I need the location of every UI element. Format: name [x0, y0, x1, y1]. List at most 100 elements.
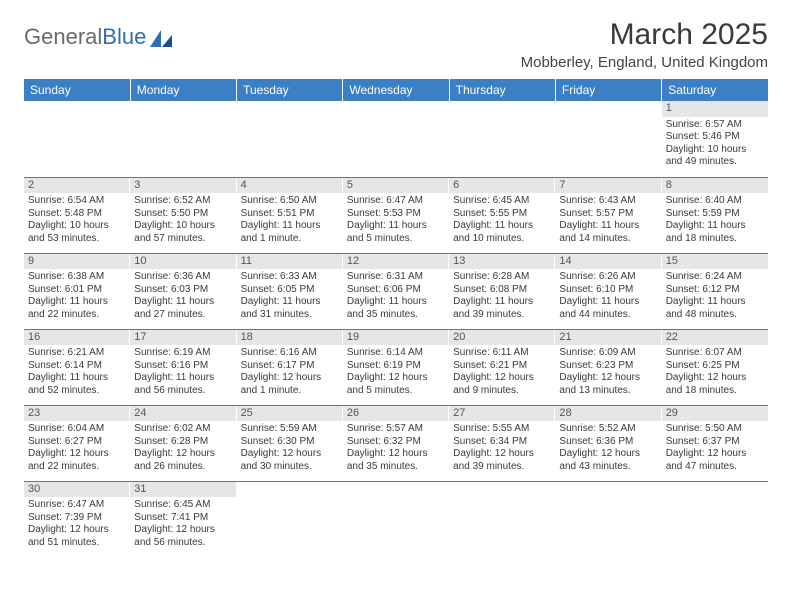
day-details — [237, 497, 343, 503]
weekday-header: Monday — [130, 79, 236, 101]
day-details: Sunrise: 6:57 AMSunset: 5:46 PMDaylight:… — [662, 117, 768, 173]
day-detail-line: Daylight: 11 hours — [559, 220, 657, 233]
day-details: Sunrise: 6:47 AMSunset: 7:39 PMDaylight:… — [24, 497, 130, 553]
day-details: Sunrise: 6:04 AMSunset: 6:27 PMDaylight:… — [24, 421, 130, 477]
day-detail-line: Sunset: 5:59 PM — [666, 208, 764, 221]
day-detail-line: Sunset: 6:14 PM — [28, 360, 126, 373]
day-number: 5 — [343, 178, 449, 194]
day-number: 20 — [449, 330, 555, 346]
calendar-week-row: 2Sunrise: 6:54 AMSunset: 5:48 PMDaylight… — [24, 177, 768, 253]
day-detail-line: Sunset: 6:10 PM — [559, 284, 657, 297]
calendar-day-cell — [449, 481, 555, 557]
day-details — [449, 497, 555, 503]
day-detail-line: Sunset: 6:23 PM — [559, 360, 657, 373]
day-detail-line: Sunset: 6:01 PM — [28, 284, 126, 297]
day-detail-line: and 22 minutes. — [28, 461, 126, 474]
day-number: 24 — [130, 406, 236, 422]
day-details: Sunrise: 6:47 AMSunset: 5:53 PMDaylight:… — [343, 193, 449, 249]
day-number: 11 — [237, 254, 343, 270]
day-detail-line: Daylight: 11 hours — [28, 372, 126, 385]
day-details — [555, 497, 661, 503]
day-detail-line: Sunrise: 6:24 AM — [666, 271, 764, 284]
day-detail-line: Sunrise: 6:16 AM — [241, 347, 339, 360]
calendar-day-cell — [343, 101, 449, 177]
day-number — [555, 482, 661, 498]
day-number: 22 — [662, 330, 768, 346]
day-detail-line: and 56 minutes. — [134, 537, 232, 550]
calendar-day-cell: 11Sunrise: 6:33 AMSunset: 6:05 PMDayligh… — [237, 253, 343, 329]
calendar-day-cell: 12Sunrise: 6:31 AMSunset: 6:06 PMDayligh… — [343, 253, 449, 329]
weekday-header: Wednesday — [343, 79, 449, 101]
calendar-day-cell: 30Sunrise: 6:47 AMSunset: 7:39 PMDayligh… — [24, 481, 130, 557]
calendar-day-cell: 4Sunrise: 6:50 AMSunset: 5:51 PMDaylight… — [237, 177, 343, 253]
day-detail-line: Sunrise: 6:40 AM — [666, 195, 764, 208]
weekday-header: Saturday — [662, 79, 768, 101]
day-number — [343, 482, 449, 498]
day-details: Sunrise: 6:52 AMSunset: 5:50 PMDaylight:… — [130, 193, 236, 249]
day-number: 21 — [555, 330, 661, 346]
calendar-day-cell: 22Sunrise: 6:07 AMSunset: 6:25 PMDayligh… — [662, 329, 768, 405]
calendar-day-cell: 10Sunrise: 6:36 AMSunset: 6:03 PMDayligh… — [130, 253, 236, 329]
day-detail-line: Sunset: 6:03 PM — [134, 284, 232, 297]
day-detail-line: Sunrise: 6:57 AM — [666, 119, 764, 132]
calendar-day-cell: 19Sunrise: 6:14 AMSunset: 6:19 PMDayligh… — [343, 329, 449, 405]
day-detail-line: Daylight: 11 hours — [666, 296, 764, 309]
day-details: Sunrise: 6:19 AMSunset: 6:16 PMDaylight:… — [130, 345, 236, 401]
calendar-body: 1Sunrise: 6:57 AMSunset: 5:46 PMDaylight… — [24, 101, 768, 557]
calendar-week-row: 16Sunrise: 6:21 AMSunset: 6:14 PMDayligh… — [24, 329, 768, 405]
day-detail-line: and 56 minutes. — [134, 385, 232, 398]
day-detail-line: Sunrise: 6:54 AM — [28, 195, 126, 208]
day-detail-line: Sunrise: 6:33 AM — [241, 271, 339, 284]
header: GeneralBlue March 2025 Mobberley, Englan… — [24, 18, 768, 77]
day-details: Sunrise: 5:50 AMSunset: 6:37 PMDaylight:… — [662, 421, 768, 477]
day-number — [662, 482, 768, 498]
day-number: 23 — [24, 406, 130, 422]
day-number: 12 — [343, 254, 449, 270]
day-detail-line: Sunset: 5:53 PM — [347, 208, 445, 221]
day-detail-line: Sunset: 6:12 PM — [666, 284, 764, 297]
day-detail-line: and 51 minutes. — [28, 537, 126, 550]
day-detail-line: Daylight: 11 hours — [134, 372, 232, 385]
day-detail-line: and 53 minutes. — [28, 233, 126, 246]
calendar-week-row: 9Sunrise: 6:38 AMSunset: 6:01 PMDaylight… — [24, 253, 768, 329]
day-detail-line: and 9 minutes. — [453, 385, 551, 398]
day-detail-line: Daylight: 10 hours — [134, 220, 232, 233]
day-number: 9 — [24, 254, 130, 270]
day-detail-line: and 1 minute. — [241, 385, 339, 398]
day-number — [343, 101, 449, 117]
day-details: Sunrise: 5:57 AMSunset: 6:32 PMDaylight:… — [343, 421, 449, 477]
day-detail-line: Sunrise: 6:26 AM — [559, 271, 657, 284]
day-number — [237, 101, 343, 117]
day-detail-line: Daylight: 12 hours — [241, 372, 339, 385]
day-detail-line: Sunset: 6:34 PM — [453, 436, 551, 449]
calendar-day-cell — [343, 481, 449, 557]
day-details: Sunrise: 5:59 AMSunset: 6:30 PMDaylight:… — [237, 421, 343, 477]
day-detail-line: Sunrise: 6:31 AM — [347, 271, 445, 284]
day-details: Sunrise: 6:14 AMSunset: 6:19 PMDaylight:… — [343, 345, 449, 401]
day-detail-line: and 14 minutes. — [559, 233, 657, 246]
brand-logo: GeneralBlue — [24, 18, 172, 50]
day-detail-line: Daylight: 12 hours — [453, 372, 551, 385]
calendar-day-cell: 31Sunrise: 6:45 AMSunset: 7:41 PMDayligh… — [130, 481, 236, 557]
day-detail-line: Sunrise: 6:47 AM — [28, 499, 126, 512]
day-detail-line: Sunrise: 6:50 AM — [241, 195, 339, 208]
day-number: 10 — [130, 254, 236, 270]
day-detail-line: Daylight: 12 hours — [559, 372, 657, 385]
day-details: Sunrise: 6:11 AMSunset: 6:21 PMDaylight:… — [449, 345, 555, 401]
day-number: 2 — [24, 178, 130, 194]
weekday-header: Friday — [555, 79, 661, 101]
calendar-day-cell — [130, 101, 236, 177]
day-detail-line: Sunset: 6:05 PM — [241, 284, 339, 297]
day-detail-line: Sunset: 6:06 PM — [347, 284, 445, 297]
day-details: Sunrise: 6:36 AMSunset: 6:03 PMDaylight:… — [130, 269, 236, 325]
calendar-day-cell: 1Sunrise: 6:57 AMSunset: 5:46 PMDaylight… — [662, 101, 768, 177]
day-detail-line: Daylight: 11 hours — [347, 220, 445, 233]
day-detail-line: Sunrise: 6:28 AM — [453, 271, 551, 284]
day-detail-line: Daylight: 11 hours — [453, 220, 551, 233]
day-detail-line: and 10 minutes. — [453, 233, 551, 246]
calendar-day-cell: 3Sunrise: 6:52 AMSunset: 5:50 PMDaylight… — [130, 177, 236, 253]
weekday-header: Tuesday — [237, 79, 343, 101]
day-details: Sunrise: 6:28 AMSunset: 6:08 PMDaylight:… — [449, 269, 555, 325]
day-detail-line: Sunset: 5:55 PM — [453, 208, 551, 221]
calendar-day-cell: 2Sunrise: 6:54 AMSunset: 5:48 PMDaylight… — [24, 177, 130, 253]
